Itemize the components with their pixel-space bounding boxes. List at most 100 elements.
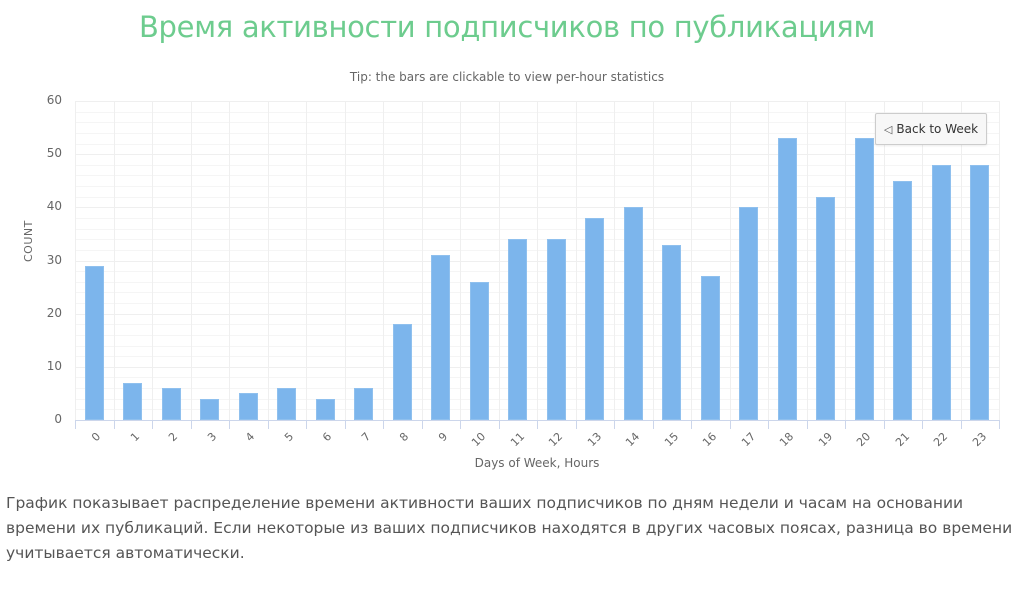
x-axis-label: 0 <box>89 430 104 445</box>
x-axis-label: 22 <box>931 430 951 450</box>
x-axis-label: 8 <box>397 430 412 445</box>
x-tick <box>576 420 577 429</box>
x-tick <box>229 420 230 429</box>
x-tick <box>691 420 692 429</box>
bar-hour-15[interactable] <box>662 244 682 420</box>
bar-hour-16[interactable] <box>700 276 720 420</box>
grid-line-vertical <box>460 101 461 420</box>
y-axis-label: 30 <box>46 252 62 267</box>
x-axis-label: 2 <box>166 430 181 445</box>
grid-line-vertical <box>152 101 153 420</box>
bar-hour-12[interactable] <box>546 239 566 420</box>
plot-area <box>75 101 1000 421</box>
grid-line-vertical <box>268 101 269 420</box>
grid-line-vertical <box>422 101 423 420</box>
grid-line-vertical <box>845 101 846 420</box>
back-to-week-button[interactable]: ◁ Back to Week <box>875 113 987 145</box>
grid-line-vertical <box>499 101 500 420</box>
y-axis-label: 0 <box>54 412 62 426</box>
x-axis-label: 15 <box>661 430 681 450</box>
x-tick <box>768 420 769 429</box>
back-to-week-label: Back to Week <box>896 122 979 136</box>
x-tick <box>807 420 808 429</box>
bar-hour-9[interactable] <box>431 255 451 420</box>
y-axis-label: 50 <box>46 146 62 161</box>
x-tick <box>75 420 76 429</box>
bar-hour-21[interactable] <box>893 180 913 420</box>
x-axis-label: 6 <box>320 430 335 445</box>
chart-description: График показывает распределение времени … <box>6 494 1013 562</box>
x-tick <box>345 420 346 429</box>
x-tick <box>999 420 1000 429</box>
x-axis-label: 16 <box>700 430 720 450</box>
x-tick <box>268 420 269 429</box>
y-axis-label: 40 <box>46 199 62 214</box>
bar-hour-7[interactable] <box>354 388 374 420</box>
x-axis-label: 18 <box>777 430 797 450</box>
grid-line-vertical <box>922 101 923 420</box>
x-axis-label: 17 <box>738 430 758 450</box>
x-tick <box>884 420 885 429</box>
x-axis-label: 12 <box>546 430 566 450</box>
x-tick <box>653 420 654 429</box>
bar-hour-22[interactable] <box>931 164 951 420</box>
bar-hour-19[interactable] <box>816 196 836 420</box>
x-axis-label: 20 <box>854 430 874 450</box>
grid-line-vertical <box>306 101 307 420</box>
bar-hour-18[interactable] <box>777 138 797 420</box>
x-axis-label: 14 <box>623 430 643 450</box>
x-tick <box>383 420 384 429</box>
grid-line-vertical <box>999 101 1000 420</box>
grid-line-vertical <box>691 101 692 420</box>
bar-hour-2[interactable] <box>161 388 181 420</box>
x-axis-label: 23 <box>969 430 989 450</box>
bar-chart: Tip: the bars are clickable to view per-… <box>22 70 1000 470</box>
grid-line-vertical <box>768 101 769 420</box>
bar-hour-5[interactable] <box>277 388 297 420</box>
y-axis-label: 20 <box>46 305 62 320</box>
grid-line-vertical <box>191 101 192 420</box>
bar-hour-8[interactable] <box>392 324 412 420</box>
bar-hour-14[interactable] <box>623 207 643 420</box>
x-axis-label: 9 <box>435 430 450 445</box>
x-axis-label: 3 <box>204 430 219 445</box>
bar-hour-23[interactable] <box>970 164 990 420</box>
bar-hour-11[interactable] <box>508 239 528 420</box>
y-axis-title: COUNT <box>22 220 35 262</box>
grid-line-vertical <box>614 101 615 420</box>
grid-line-vertical <box>807 101 808 420</box>
x-tick <box>730 420 731 429</box>
x-tick <box>306 420 307 429</box>
x-axis-label: 5 <box>281 430 296 445</box>
x-tick <box>114 420 115 429</box>
bar-hour-10[interactable] <box>469 281 489 420</box>
x-axis-title: Days of Week, Hours <box>474 456 600 470</box>
grid-line-vertical <box>884 101 885 420</box>
x-tick <box>422 420 423 429</box>
bar-hour-20[interactable] <box>854 138 874 420</box>
y-axis-labels: 0 10 20 30 40 50 60 <box>30 0 62 606</box>
chart-subtitle: Tip: the bars are clickable to view per-… <box>349 70 665 84</box>
bar-hour-4[interactable] <box>238 393 258 420</box>
x-tick <box>537 420 538 429</box>
grid-line-vertical <box>75 101 76 420</box>
bar-hour-1[interactable] <box>123 382 143 420</box>
bar-hour-13[interactable] <box>585 217 605 420</box>
bar-hour-0[interactable] <box>84 265 104 420</box>
x-axis-label: 4 <box>243 430 258 445</box>
bar-hour-6[interactable] <box>315 398 335 420</box>
x-tick <box>922 420 923 429</box>
x-axis-label: 1 <box>127 430 142 445</box>
grid-line-vertical <box>114 101 115 420</box>
bar-hour-3[interactable] <box>200 398 220 420</box>
x-axis-label: 19 <box>815 430 835 450</box>
x-tick <box>460 420 461 429</box>
grid-line-vertical <box>653 101 654 420</box>
x-tick <box>845 420 846 429</box>
bar-hour-17[interactable] <box>739 207 759 420</box>
grid-line-vertical <box>961 101 962 420</box>
x-tick <box>614 420 615 429</box>
grid-line-vertical <box>383 101 384 420</box>
x-axis-label: 13 <box>584 430 604 450</box>
triangle-left-icon: ◁ <box>883 122 893 136</box>
